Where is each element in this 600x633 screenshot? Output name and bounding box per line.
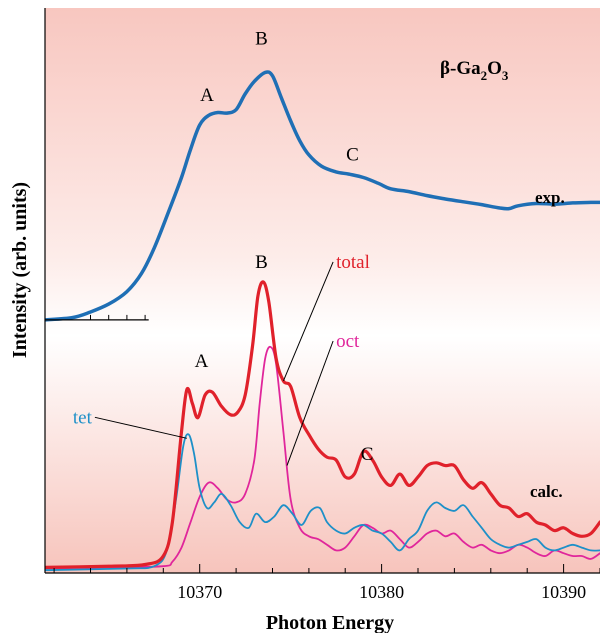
series-line-exp: [45, 70, 600, 322]
feature-label-b-exp: B: [255, 29, 268, 50]
series-line-total: [45, 280, 600, 569]
series-layer: [45, 70, 600, 572]
legend-leader-total: [282, 261, 334, 382]
x-tick-label: 10380: [359, 582, 404, 602]
feature-label-b-calc: B: [255, 252, 268, 273]
legend-label-oct: oct: [336, 331, 360, 352]
x-axis-label: Photon Energy: [266, 612, 394, 633]
legend-leader-oct: [286, 340, 334, 466]
feature-label-a-exp: A: [200, 85, 214, 106]
legend-label-total: total: [336, 252, 370, 273]
plot-background: [45, 8, 600, 573]
calc-panel-label: calc.: [530, 482, 563, 501]
y-axis-label: Intensity (arb. units): [9, 182, 31, 358]
x-tick-label: 10390: [541, 582, 586, 602]
compound-label: β-Ga2O3: [440, 58, 509, 83]
feature-label-c-calc: C: [361, 444, 374, 465]
plot-frame: [44, 8, 600, 574]
x-tick-layer: 10370 10380 10390: [53, 564, 600, 602]
series-line-tet: [45, 433, 600, 572]
feature-label-a-calc: A: [195, 351, 209, 372]
legend-leader-tet: [94, 416, 188, 439]
feature-label-c-exp: C: [346, 145, 359, 166]
exp-panel-label: exp.: [535, 188, 565, 207]
x-tick-label: 10370: [177, 582, 222, 602]
legend-label-tet: tet: [73, 407, 93, 428]
